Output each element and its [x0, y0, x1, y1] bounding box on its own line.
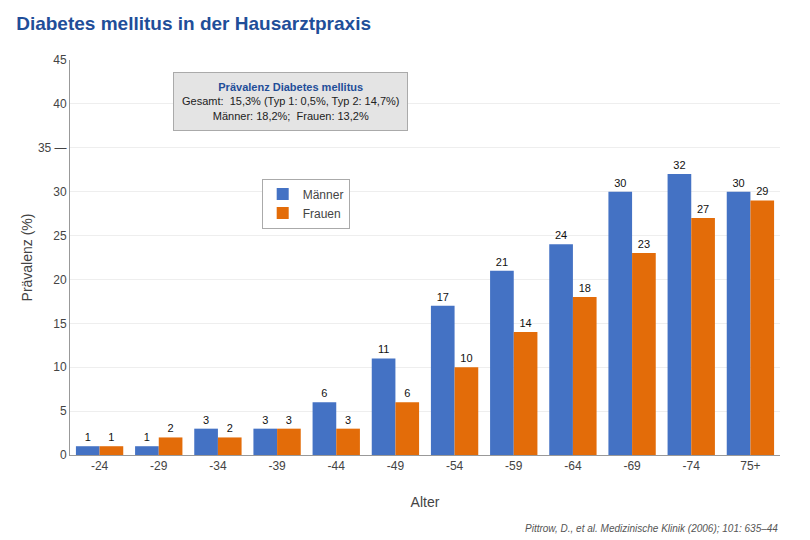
svg-text:3: 3: [286, 414, 292, 426]
svg-text:27: 27: [697, 203, 709, 215]
svg-text:-59: -59: [505, 459, 523, 473]
svg-text:Alter: Alter: [411, 494, 440, 510]
svg-text:32: 32: [673, 159, 685, 171]
svg-text:2: 2: [168, 422, 174, 434]
svg-text:-39: -39: [268, 459, 286, 473]
svg-text:-44: -44: [328, 459, 346, 473]
svg-text:25: 25: [53, 229, 67, 243]
svg-text:10: 10: [53, 360, 67, 374]
svg-text:-34: -34: [209, 459, 227, 473]
svg-text:1: 1: [108, 431, 114, 443]
svg-text:75+: 75+: [740, 459, 760, 473]
svg-text:21: 21: [496, 256, 508, 268]
svg-text:45: 45: [53, 53, 67, 67]
svg-text:30: 30: [614, 177, 626, 189]
svg-text:3: 3: [262, 414, 268, 426]
svg-text:18: 18: [579, 282, 591, 294]
svg-text:-29: -29: [150, 459, 168, 473]
svg-text:Männer: Männer: [303, 188, 344, 202]
svg-text:1: 1: [144, 431, 150, 443]
svg-text:Diabetes mellitus in der Hausa: Diabetes mellitus in der Hausarztpraxis: [16, 13, 371, 34]
svg-text:-49: -49: [387, 459, 405, 473]
svg-text:17: 17: [437, 291, 449, 303]
svg-text:-74: -74: [683, 459, 701, 473]
svg-text:-69: -69: [623, 459, 641, 473]
svg-text:29: 29: [756, 185, 768, 197]
svg-text:10: 10: [460, 352, 472, 364]
svg-text:24: 24: [555, 229, 567, 241]
svg-text:Prävalenz Diabetes mellitusGes: Prävalenz Diabetes mellitusGesamt: 15,3%…: [182, 81, 399, 122]
svg-text:Prävalenz (%): Prävalenz (%): [19, 214, 35, 302]
svg-text:1: 1: [85, 431, 91, 443]
svg-text:Pittrow, D., et al. Medizinisc: Pittrow, D., et al. Medizinische Klinik …: [525, 523, 778, 534]
svg-text:3: 3: [345, 414, 351, 426]
svg-text:23: 23: [638, 238, 650, 250]
svg-text:20: 20: [53, 273, 67, 287]
svg-text:11: 11: [378, 343, 389, 355]
svg-text:Frauen: Frauen: [303, 207, 341, 221]
svg-text:2: 2: [227, 422, 233, 434]
svg-text:0: 0: [60, 448, 67, 462]
svg-text:35 —: 35 —: [38, 141, 67, 155]
svg-text:-24: -24: [91, 459, 109, 473]
svg-text:6: 6: [321, 387, 327, 399]
svg-text:14: 14: [519, 317, 531, 329]
svg-text:-64: -64: [564, 459, 582, 473]
svg-text:-54: -54: [446, 459, 464, 473]
svg-text:5: 5: [60, 404, 67, 418]
svg-text:40: 40: [53, 97, 67, 111]
svg-text:6: 6: [404, 387, 410, 399]
svg-text:3: 3: [203, 414, 209, 426]
svg-text:30: 30: [732, 177, 744, 189]
svg-text:30: 30: [53, 185, 67, 199]
svg-text:15: 15: [53, 317, 67, 331]
